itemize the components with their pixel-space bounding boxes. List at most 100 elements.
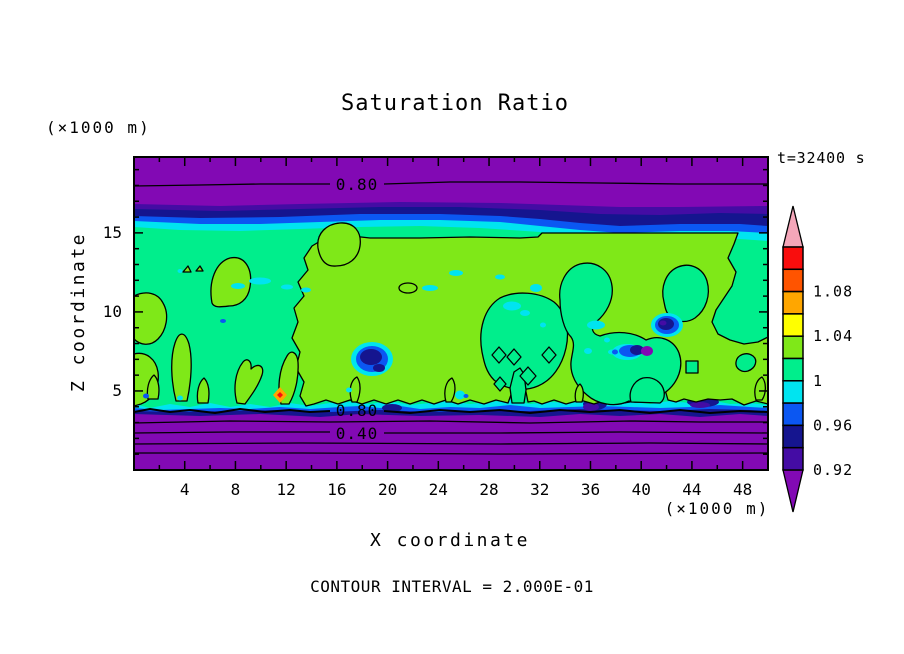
speckle	[422, 285, 438, 291]
lime-blob	[234, 359, 264, 405]
speckle	[177, 269, 183, 273]
spring-hole	[629, 376, 665, 404]
y-axis-units: (×1000 m)	[46, 118, 151, 137]
colorbar-arrow-bottom	[782, 469, 804, 513]
speckle	[249, 277, 271, 285]
lime-blob	[133, 292, 168, 345]
spring-hole	[685, 360, 699, 374]
time-label: t=32400 s	[777, 149, 865, 167]
x-tick-label: 16	[327, 480, 346, 499]
fringe-navy-spot	[382, 404, 402, 412]
pocket-purple	[641, 346, 653, 356]
colorbar-cells	[782, 246, 804, 471]
y-axis-title: Z coordinate	[68, 232, 89, 392]
pocket-blue	[143, 393, 149, 399]
speckle	[231, 283, 245, 289]
speckle	[587, 320, 605, 330]
colorbar-label: 0.92	[813, 461, 853, 479]
speckle	[449, 270, 463, 276]
contour-080-top	[133, 183, 330, 187]
contour-interval-caption: CONTOUR INTERVAL = 2.000E-01	[310, 577, 594, 596]
pocket-blue	[612, 349, 618, 355]
speckle	[301, 287, 311, 293]
contour-080-bottom	[133, 408, 331, 414]
spring-diamond	[493, 376, 507, 392]
lime-blob	[278, 351, 299, 405]
fringe-indigo-spot	[690, 402, 710, 408]
x-tick-label: 4	[180, 480, 190, 499]
pocket-navy	[360, 349, 382, 365]
plot-frame	[133, 156, 769, 471]
speckle	[495, 274, 505, 280]
speckle	[281, 284, 293, 290]
x-axis-units: (×1000 m)	[665, 499, 770, 518]
spring-diamond	[541, 346, 557, 364]
speckle	[503, 301, 521, 311]
x-tick-label: 48	[733, 480, 752, 499]
spring-hole	[662, 264, 710, 323]
contour-080-top	[383, 181, 768, 185]
spring-hole	[735, 353, 757, 373]
colorbar-label: 1	[813, 372, 823, 390]
bottom-purple-band	[134, 414, 768, 470]
lime-speck	[182, 265, 192, 273]
colorbar-labels: 1.08 1.04 1 0.96 0.92	[813, 283, 853, 479]
low-saturation-pockets	[143, 313, 683, 403]
pocket-indigo	[659, 320, 667, 326]
speckle	[346, 387, 352, 393]
spring-diamond	[519, 366, 537, 386]
y-tick-label: 5	[112, 381, 122, 400]
lime-blob	[444, 377, 456, 403]
speckle	[584, 348, 592, 354]
colorbar-cell	[782, 246, 804, 271]
lime-blob	[171, 333, 192, 402]
lime-blob	[196, 377, 210, 404]
x-tick-label: 44	[682, 480, 701, 499]
spring-holes	[480, 262, 757, 406]
y-tick-label: 10	[103, 302, 122, 321]
colorbar-cell	[782, 402, 804, 427]
x-tick-label: 32	[530, 480, 549, 499]
lime-blob	[317, 222, 361, 267]
fringe-indigo-spot	[583, 403, 599, 411]
lime-blob	[210, 256, 252, 308]
spring-hole	[559, 262, 682, 406]
contour-label-bottom-080: 0.80	[336, 401, 379, 420]
lime-blobs	[133, 222, 767, 407]
colorbar-cell	[782, 424, 804, 449]
contour-label-bottom-040: 0.40	[336, 424, 379, 443]
speckle	[520, 310, 530, 316]
speckle	[455, 390, 465, 400]
lime-blob	[146, 374, 160, 400]
x-tick-label: 20	[378, 480, 397, 499]
lime-blob	[754, 376, 767, 401]
colorbar-cell	[782, 313, 804, 337]
contour-040	[133, 431, 330, 434]
x-tick-label: 36	[581, 480, 600, 499]
spring-hole	[480, 292, 569, 391]
colorbar-label: 1.04	[813, 327, 853, 345]
y-tick-label: 15	[103, 223, 122, 242]
lime-blob	[574, 383, 584, 403]
contour-060	[133, 420, 768, 424]
colorbar: 1.08 1.04 1 0.96 0.92	[782, 205, 853, 513]
lime-speck	[195, 265, 204, 272]
spring-diamond	[506, 348, 522, 366]
spring-diamond	[491, 346, 507, 364]
x-tick-label: 24	[429, 480, 448, 499]
contour-000	[134, 452, 769, 455]
pocket-blue	[220, 319, 226, 323]
field-fill	[133, 157, 769, 470]
x-axis-title: X coordinate	[370, 530, 530, 551]
axis-ticks	[134, 157, 768, 470]
speckle	[530, 284, 542, 292]
pocket-red	[277, 392, 283, 398]
colorbar-cell	[782, 446, 804, 471]
x-tick-label: 12	[277, 480, 296, 499]
pocket-blue	[463, 394, 469, 398]
speckle	[540, 322, 546, 328]
line-contours: 0.80 0.80 0.40	[133, 175, 769, 455]
speckle	[177, 395, 183, 401]
contour-label-top: 0.80	[336, 175, 379, 194]
